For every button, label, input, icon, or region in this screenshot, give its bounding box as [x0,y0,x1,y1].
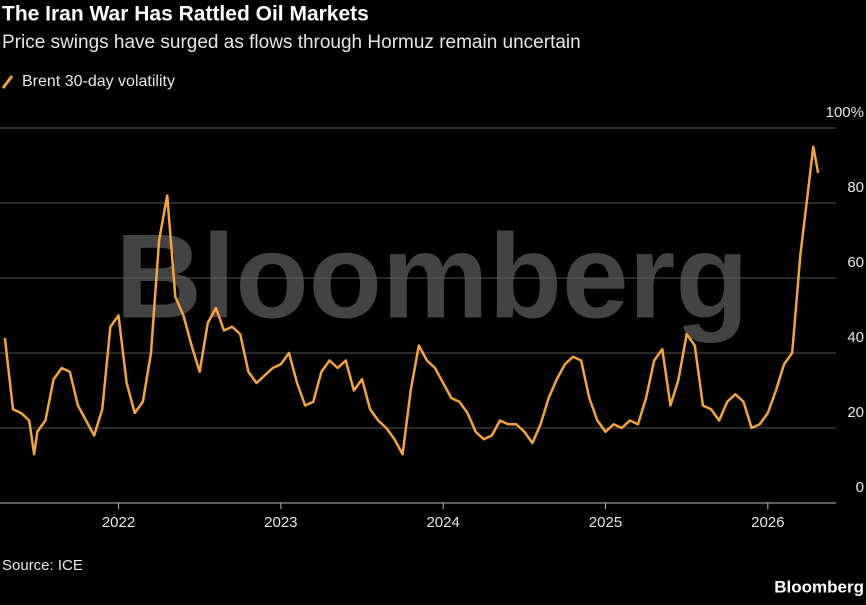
x-tick-label: 2022 [102,514,135,531]
brand: Bloomberg [774,577,864,596]
x-tick-label: 2024 [426,514,459,531]
y-tick-label: 40 [847,329,864,346]
y-tick-label: 60 [847,254,864,271]
y-tick-label: 20 [847,404,864,421]
chart-title: The Iran War Has Rattled Oil Markets [2,3,369,26]
y-tick-label: 0 [856,479,864,496]
watermark: Bloomberg [115,210,748,344]
chart-subtitle: Price swings have surged as flows throug… [2,32,581,53]
data-line [3,145,820,456]
x-tick-label: 2023 [264,514,297,531]
x-tick-label: 2025 [589,514,622,531]
x-tick-label: 2026 [751,514,784,531]
source: Source: ICE [2,557,83,574]
y-tick-label: 100% [826,104,864,121]
legend-swatch [1,75,14,89]
y-tick-label: 80 [847,179,864,196]
legend-label: Brent 30-day volatility [22,73,175,90]
